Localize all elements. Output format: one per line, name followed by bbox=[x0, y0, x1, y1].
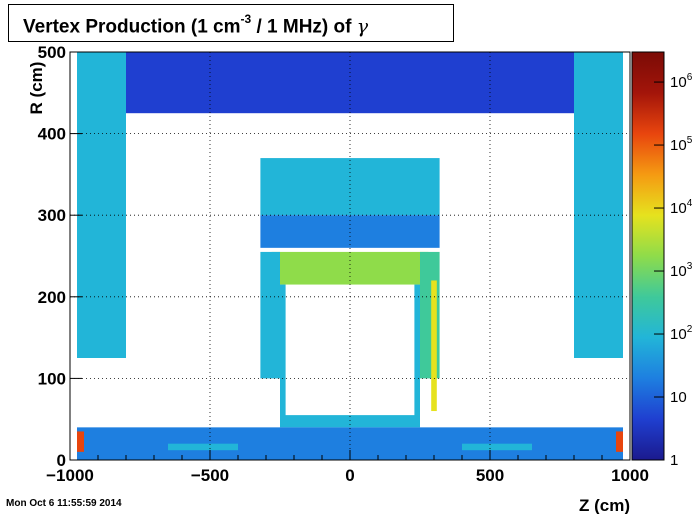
title-symbol: γ bbox=[356, 15, 369, 38]
chart-title: Vertex Production (1 cm-3 / 1 MHz) of γ bbox=[23, 12, 369, 38]
heatmap-region bbox=[260, 251, 280, 379]
heatmap-region bbox=[280, 284, 286, 420]
x-tick-label: −1000 bbox=[46, 466, 94, 485]
heatmap-region bbox=[462, 443, 532, 451]
colorbar-tick-exponent: 5 bbox=[687, 135, 693, 146]
colorbar-tick-label: 102 bbox=[670, 324, 693, 343]
y-tick-label: 400 bbox=[38, 125, 66, 144]
title-pre: Vertex Production (1 cm bbox=[23, 16, 241, 38]
colorbar-tick-label: 105 bbox=[670, 135, 693, 154]
x-tick-label: 500 bbox=[476, 466, 504, 485]
title-box: Vertex Production (1 cm-3 / 1 MHz) of γ bbox=[8, 4, 454, 42]
heatmap-region bbox=[414, 284, 420, 420]
colorbar-tick-exponent: 2 bbox=[687, 324, 693, 335]
colorbar-frame bbox=[631, 51, 665, 461]
heatmap-region bbox=[168, 443, 238, 451]
y-tick-label: 200 bbox=[38, 288, 66, 307]
colorbar-tick-label: 104 bbox=[670, 198, 693, 217]
colorbar-tick-exponent: 4 bbox=[687, 198, 693, 209]
y-tick-label: 0 bbox=[57, 451, 66, 470]
y-tick-label: 100 bbox=[38, 369, 66, 388]
heatmap-region bbox=[431, 280, 437, 412]
x-tick-label: 0 bbox=[345, 466, 354, 485]
title-mid: / 1 MHz) of bbox=[251, 16, 357, 38]
colorbar-tick-label: 106 bbox=[670, 72, 693, 91]
heatmap-region bbox=[574, 52, 623, 358]
heatmap-region bbox=[616, 431, 623, 452]
colorbar-tick-exponent: 6 bbox=[687, 72, 693, 83]
title-superscript: -3 bbox=[240, 12, 252, 26]
y-tick-label: 500 bbox=[38, 43, 66, 62]
timestamp: Mon Oct 6 11:55:59 2014 bbox=[6, 498, 122, 509]
x-tick-label: −500 bbox=[191, 466, 229, 485]
colorbar-tick-label: 103 bbox=[670, 261, 693, 280]
colorbar-tick-label: 10 bbox=[670, 389, 687, 406]
heatmap-region bbox=[77, 52, 126, 358]
heatmap-region bbox=[77, 431, 84, 452]
y-tick-label: 300 bbox=[38, 206, 66, 225]
x-axis-label: Z (cm) bbox=[579, 496, 630, 514]
colorbar bbox=[632, 52, 664, 460]
heatmap-region bbox=[126, 52, 574, 114]
colorbar-tick-exponent: 3 bbox=[687, 261, 693, 272]
heatmap-region bbox=[280, 415, 420, 428]
colorbar-tick-label: 1 bbox=[670, 452, 678, 469]
heatmap-region bbox=[260, 158, 440, 216]
y-axis-label: R (cm) bbox=[27, 62, 46, 115]
x-tick-label: 1000 bbox=[611, 466, 649, 485]
